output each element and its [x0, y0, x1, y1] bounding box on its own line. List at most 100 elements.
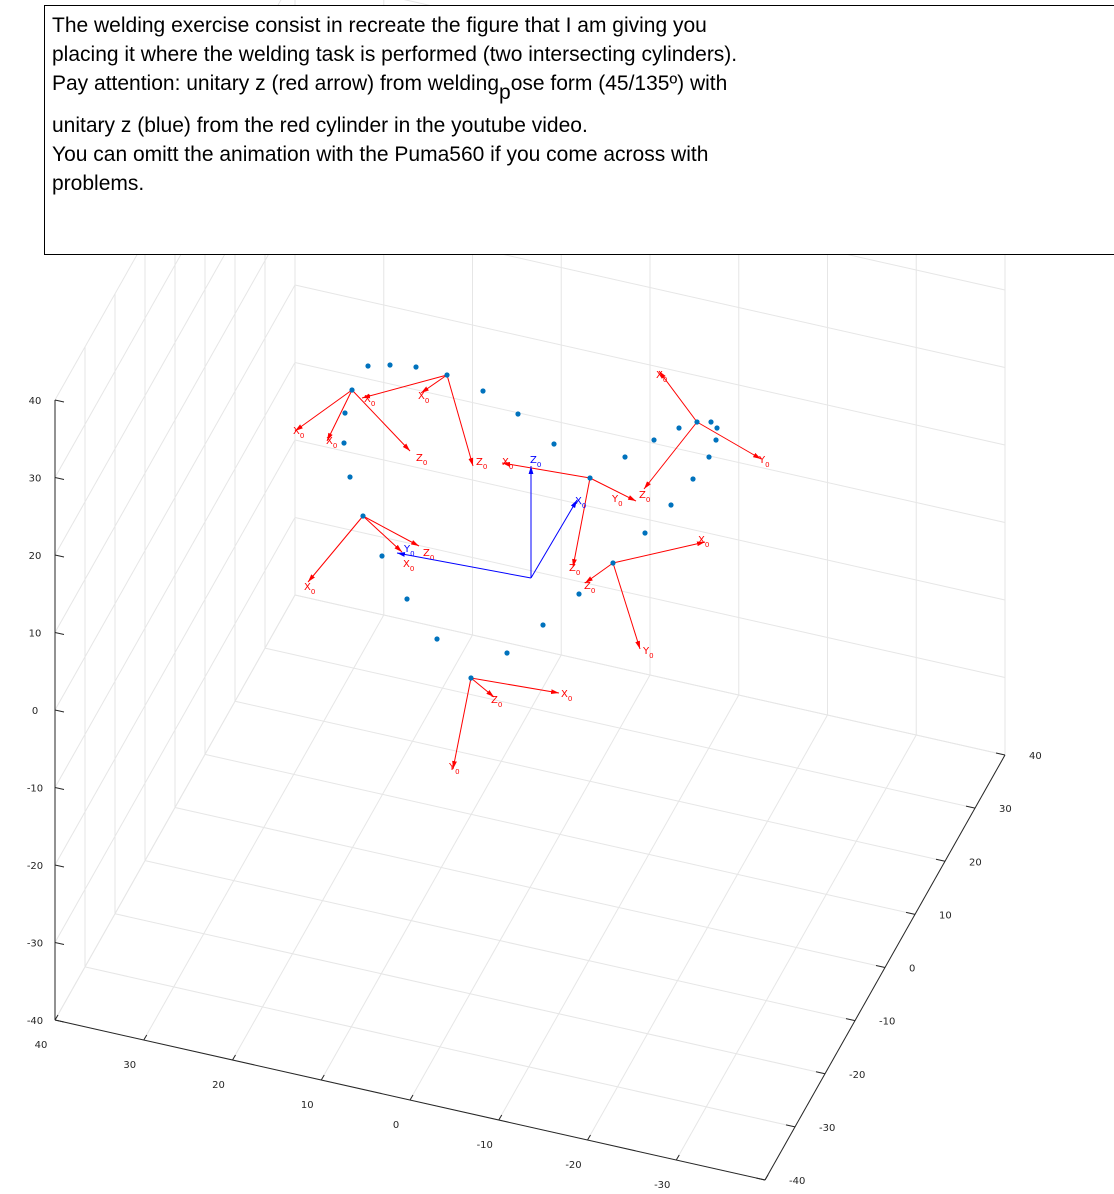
x-tick-label: -30	[654, 1180, 670, 1191]
grid-line	[84, 966, 796, 1128]
frame-axis-arrow	[470, 677, 495, 698]
frame-axis-arrow	[446, 374, 474, 467]
z-tick-label: -30	[27, 939, 43, 950]
grid-line	[294, 362, 1006, 523]
annotation-line: unitary z (blue) from the red cylinder i…	[52, 114, 588, 137]
trajectory-point	[444, 372, 450, 378]
frame-axis-subscript: 0	[649, 652, 653, 660]
y-tick-label: 0	[909, 964, 915, 975]
x-tick-label: 20	[212, 1080, 225, 1091]
tick-mark	[498, 1114, 503, 1121]
frame-axis-subscript: 0	[646, 496, 650, 504]
trajectory-point	[347, 474, 353, 480]
frame-axis-letter: Y	[403, 544, 411, 555]
trajectory-point	[690, 476, 696, 482]
frame-axis-letter: Z	[476, 457, 483, 468]
frame-axis-label: Z0	[423, 548, 434, 562]
trajectory-point	[708, 419, 714, 425]
x-tick-label: 40	[35, 1040, 48, 1051]
frame-axis-subscript: 0	[568, 695, 572, 703]
trajectory-point	[404, 596, 410, 602]
annotation: The welding exercise consist in recreate…	[44, 5, 1114, 255]
tick-mark	[995, 752, 1006, 756]
frame-axis-letter: X	[502, 457, 509, 468]
frame-axis-label: X0	[364, 394, 375, 408]
annotation-text: ose form (45/135º) with	[511, 72, 728, 95]
frame-axis-arrow	[326, 389, 353, 442]
trajectory-point	[349, 387, 355, 393]
frame-axis-arrow	[584, 562, 614, 584]
frame-axis-letter: X	[656, 370, 663, 381]
frame-axis-subscript: 0	[410, 550, 414, 558]
x-tick-label: -20	[565, 1160, 581, 1171]
frame-axis-letter: Z	[416, 453, 423, 464]
tick-mark	[54, 942, 65, 945]
z-tick-label: -20	[27, 861, 43, 872]
y-tick-label: 10	[939, 910, 952, 921]
z-tick-label: 0	[32, 706, 38, 717]
grid-line	[204, 753, 916, 915]
frame-axis-label: Y0	[611, 494, 623, 508]
tick-mark	[54, 787, 65, 790]
grid-line	[54, 439, 296, 866]
frame-axis-arrow	[420, 374, 448, 394]
annotation-subscript: p	[499, 81, 511, 104]
annotation-line: The welding exercise consist in recreate…	[52, 14, 707, 37]
tick-mark	[935, 858, 946, 862]
frame-axis-arrow	[452, 677, 472, 770]
frame-axis-subscript: 0	[705, 541, 709, 549]
tick-mark	[54, 399, 65, 403]
tick-mark	[54, 864, 65, 868]
frame-axis-arrow	[501, 461, 591, 479]
trajectory-point	[515, 411, 521, 417]
x-tick-label: -10	[477, 1140, 493, 1151]
frame-axis-label: X0	[561, 689, 572, 703]
trajectory-point	[576, 591, 582, 597]
tick-mark	[785, 1124, 796, 1128]
x-axis	[54, 1019, 766, 1181]
frame-axis-letter: Z	[423, 548, 430, 559]
frame-axis-arrow	[572, 477, 591, 568]
trajectory-point	[714, 425, 720, 431]
frame-axis-subscript: 0	[537, 461, 541, 469]
trajectory-point	[379, 553, 385, 559]
frame-axis-label: Z0	[476, 457, 487, 471]
tick-mark	[54, 477, 65, 480]
frame-axis-label: X0	[293, 426, 304, 440]
frame-axis-arrow	[589, 477, 637, 502]
frame-axis-subscript: 0	[430, 554, 434, 562]
frame-axis-letter: Z	[569, 563, 576, 574]
frame-axis-subscript: 0	[618, 500, 622, 508]
frame-axis-letter: X	[561, 689, 568, 700]
trajectory-point	[341, 440, 347, 446]
annotation-text: Pay attention: unitary z (red arrow) fro…	[52, 72, 499, 95]
tick-mark	[409, 1094, 414, 1101]
trajectory-point	[713, 437, 719, 443]
grid-line	[54, 362, 296, 788]
frame-axis-letter: X	[418, 391, 425, 402]
frame-axis-label: X0	[418, 391, 429, 405]
tick-mark	[54, 632, 65, 635]
y-tick-label: -20	[849, 1070, 865, 1081]
frame-axis-letter: X	[326, 436, 333, 447]
frame-axis-subscript: 0	[300, 432, 304, 440]
trajectory-point	[540, 622, 546, 628]
y-tick-label: -30	[819, 1123, 835, 1134]
frame-axis-label: Y0	[758, 455, 770, 469]
grid-line	[54, 594, 296, 1021]
frame-axis-arrow	[362, 515, 420, 547]
frame-axis-arrow	[658, 370, 698, 423]
frame-axis-letter: Y	[642, 646, 650, 657]
frame-axis-letter: Z	[584, 581, 591, 592]
trajectory-point	[360, 513, 366, 519]
trajectory-point	[610, 560, 616, 566]
tick-mark	[965, 805, 976, 809]
grid-line	[294, 284, 1006, 446]
x-tick-label: 30	[123, 1060, 136, 1071]
frame-axis-letter: Z	[530, 455, 537, 466]
frame-axis-label: X0	[656, 370, 667, 384]
annotation-line: Pay attention: unitary z (red arrow) fro…	[52, 72, 727, 104]
